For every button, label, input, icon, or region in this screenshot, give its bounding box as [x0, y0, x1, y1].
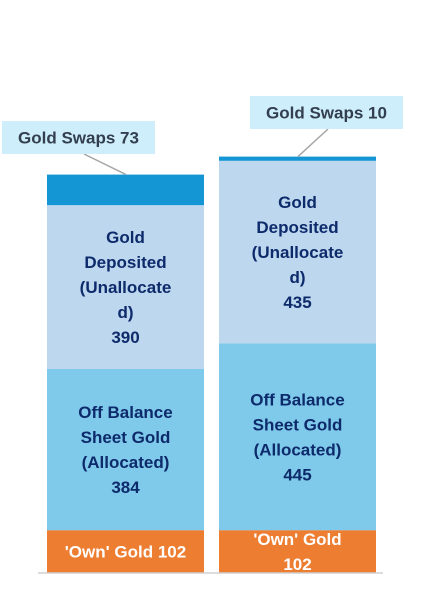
- bar-segment-swaps-1: [47, 174, 204, 206]
- segment-label-line: Sheet Gold: [81, 428, 171, 447]
- segment-label-line: (Unallocate: [252, 243, 344, 262]
- segment-label-line: (Unallocate: [80, 278, 172, 297]
- segment-label-line: d): [117, 303, 133, 322]
- bar-segment-own-2: [219, 530, 376, 573]
- bar-segment-off_balance-2: [219, 343, 376, 531]
- callout-box-1: [2, 121, 155, 154]
- segment-label-line: Off Balance: [250, 390, 344, 409]
- segment-label-line: (Allocated): [254, 440, 342, 459]
- segment-label-line: 'Own' Gold 102: [65, 543, 186, 562]
- bar-segment-deposited-2: [219, 160, 376, 344]
- segment-label-line: Gold: [106, 228, 145, 247]
- segment-label-own-1: 'Own' Gold 102: [65, 543, 186, 562]
- segment-label-line: Deposited: [84, 253, 166, 272]
- segment-label-line: 390: [111, 328, 139, 347]
- bar-segment-swaps-2: [219, 156, 376, 161]
- callout-label-1: Gold Swaps 73: [18, 129, 139, 148]
- bar-segment-off_balance-1: [47, 369, 204, 531]
- callout-leader-line-1: [83, 153, 127, 176]
- bars-layer: [47, 156, 376, 573]
- segment-label-line: d): [289, 268, 305, 287]
- segment-label-line: 445: [283, 465, 311, 484]
- segment-label-line: 102: [283, 555, 311, 574]
- segment-label-own-2: 'Own' Gold 102: [253, 530, 341, 574]
- segment-label-off_balance-1: Off Balance Sheet Gold (Allocated) 384: [78, 403, 172, 497]
- callout-box-2: [250, 96, 403, 129]
- segment-label-line: 'Own' Gold: [253, 530, 341, 549]
- segment-label-line: Sheet Gold: [253, 415, 343, 434]
- segment-label-line: (Allocated): [82, 453, 170, 472]
- segment-label-off_balance-2: Off Balance Sheet Gold (Allocated) 445: [250, 390, 344, 484]
- labels-layer: 'Own' Gold 102 Off Balance Sheet Gold (Allo…: [65, 193, 345, 574]
- segment-label-line: 435: [283, 293, 311, 312]
- segment-label-line: Gold: [278, 193, 317, 212]
- segment-label-line: Off Balance: [78, 403, 172, 422]
- callout-label-2: Gold Swaps 10: [266, 104, 387, 123]
- segment-label-line: 384: [111, 478, 140, 497]
- callouts-layer: Gold Swaps 73 Gold Swaps 10: [2, 96, 403, 176]
- callout-leader-line-2: [297, 128, 329, 158]
- bar-segment-deposited-1: [47, 205, 204, 369]
- bar-segment-own-1: [47, 530, 204, 573]
- segment-label-deposited-1: Gold Deposited (Unallocate d) 390: [80, 228, 172, 347]
- segment-label-line: Deposited: [256, 218, 338, 237]
- segment-label-deposited-2: Gold Deposited (Unallocate d) 435: [252, 193, 344, 312]
